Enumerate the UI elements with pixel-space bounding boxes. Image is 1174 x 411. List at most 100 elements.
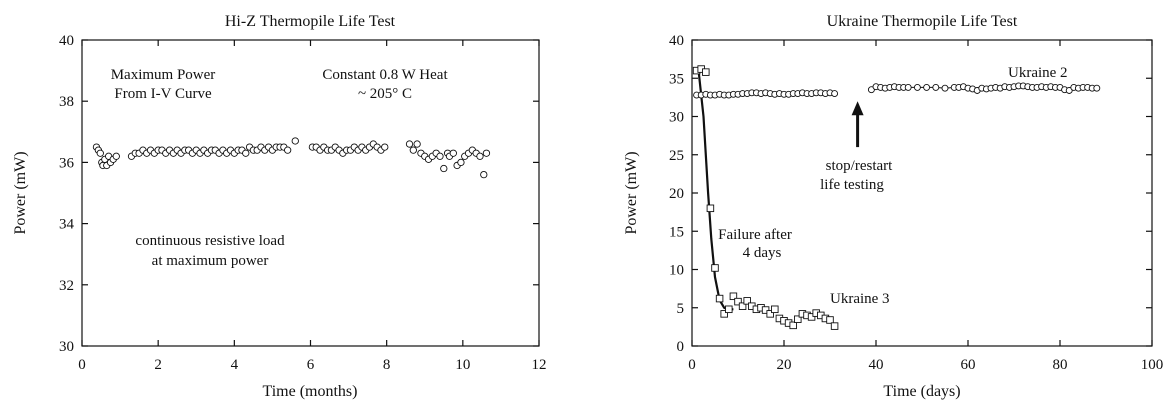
data-point-circle	[476, 152, 484, 160]
data-point-ukraine-3	[743, 297, 751, 305]
fit-curve-ukraine-3	[697, 73, 734, 311]
data-point-circle	[291, 137, 299, 145]
y-tick-label: 35	[669, 71, 684, 87]
y-tick-label: 0	[677, 339, 685, 355]
annotation-constant-heat: Constant 0.8 W Heat	[322, 67, 448, 83]
y-tick-label: 5	[677, 301, 685, 317]
y-tick-label: 30	[59, 339, 74, 355]
x-tick-label: 20	[777, 357, 792, 373]
series-label-ukraine-3: Ukraine 3	[830, 291, 890, 307]
annotation-from-iv: From I-V Curve	[114, 86, 212, 102]
x-tick-label: 10	[455, 357, 470, 373]
x-tick-label: 60	[961, 357, 976, 373]
data-point-ukraine-2	[932, 83, 940, 91]
data-point-circle	[413, 140, 421, 148]
data-point-ukraine-3	[706, 204, 715, 213]
data-point-ukraine-3	[771, 305, 779, 314]
y-tick-label: 40	[669, 33, 684, 49]
y-tick-label: 15	[669, 224, 684, 240]
y-tick-label: 30	[669, 110, 684, 126]
x-tick-label: 6	[307, 357, 315, 373]
data-point-ukraine-3	[794, 315, 802, 323]
data-point-circle	[409, 146, 417, 154]
annotation-max-power: Maximum Power	[111, 67, 216, 83]
data-point-ukraine-2	[867, 86, 875, 94]
data-point-ukraine-2	[913, 83, 921, 91]
tick-labels: 0 2 4 6 8 10 12 30 32 34 36 38 40	[59, 33, 547, 373]
chart-ukraine: Ukraine Thermopile Life Test 0 20 40 60 80 10…	[623, 13, 1163, 400]
series-label-ukraine-2: Ukraine 2	[1008, 65, 1068, 81]
x-tick-label: 12	[532, 357, 547, 373]
data-point-circle	[482, 149, 491, 157]
x-tick-label: 80	[1053, 357, 1068, 373]
annotation-temperature: ~ 205° C	[358, 86, 412, 102]
axis-ticks	[81, 39, 540, 347]
tick-labels: 0 20 40 60 80 100 0 5 10 15 20 25 30 35 40	[669, 33, 1163, 373]
series-lines	[696, 73, 1097, 311]
data-point-ukraine-3	[734, 297, 742, 306]
x-tick-label: 2	[154, 357, 162, 373]
data-point-circle	[112, 152, 120, 160]
data-point-circle	[480, 170, 488, 179]
x-axis-label: Time (months)	[263, 383, 358, 400]
annotation-resistive-load: continuous resistive load	[135, 233, 285, 249]
y-tick-label: 38	[59, 94, 74, 110]
arrow-indicator	[851, 101, 864, 148]
x-axis-label: Time (days)	[883, 383, 960, 400]
chart-title: Hi-Z Thermopile Life Test	[225, 13, 396, 30]
chart-hiz: Hi-Z Thermopile Life Test 0 2 4 6 8 10 12 30 32 3…	[12, 13, 547, 400]
data-point-ukraine-2	[923, 83, 931, 91]
data-point-ukraine-3	[826, 316, 834, 324]
y-tick-label: 36	[59, 155, 75, 171]
arrow-head	[851, 101, 864, 116]
x-tick-label: 4	[231, 357, 239, 373]
annotation-max-power-load: at maximum power	[152, 253, 269, 269]
x-tick-label: 0	[688, 357, 696, 373]
data-point-ukraine-2	[1093, 84, 1101, 92]
y-tick-label: 20	[669, 186, 684, 202]
x-tick-label: 8	[383, 357, 391, 373]
data-point-ukraine-3	[789, 321, 797, 330]
data-point-ukraine-3	[725, 305, 733, 314]
y-axis-label: Power (mW)	[623, 151, 640, 234]
data-point-ukraine-3	[711, 264, 719, 272]
y-tick-label: 34	[59, 217, 75, 233]
annotation-4-days: 4 days	[743, 245, 782, 261]
data-point-circle	[242, 149, 250, 157]
data-point-ukraine-3	[761, 306, 770, 314]
data-point-ukraine-2	[831, 90, 839, 98]
data-point-circle	[457, 158, 465, 167]
x-tick-label: 40	[869, 357, 884, 373]
data-point-circle	[96, 149, 104, 157]
data-points	[92, 137, 491, 179]
data-point-circle	[405, 140, 414, 148]
data-point-circle	[436, 152, 444, 160]
x-tick-label: 100	[1141, 357, 1164, 373]
data-point-ukraine-3	[729, 292, 738, 301]
y-tick-label: 25	[669, 148, 684, 164]
x-tick-label: 0	[78, 357, 86, 373]
data-points	[692, 65, 1101, 330]
data-point-ukraine-3	[738, 302, 747, 310]
annotation-failure-after: Failure after	[718, 227, 792, 243]
data-point-circle	[449, 149, 457, 157]
data-point-ukraine-3	[715, 294, 724, 303]
data-point-ukraine-3	[766, 310, 774, 318]
data-point-ukraine-2	[904, 83, 912, 91]
annotation-life-testing: life testing	[820, 177, 884, 193]
data-point-ukraine-2	[1065, 87, 1073, 94]
y-tick-label: 10	[669, 263, 684, 279]
y-axis-label: Power (mW)	[12, 151, 29, 234]
annotation-stop-restart: stop/restart	[826, 158, 893, 174]
data-point-circle	[283, 146, 292, 154]
data-point-circle	[440, 164, 448, 173]
chart-title: Ukraine Thermopile Life Test	[827, 13, 1018, 30]
data-point-ukraine-3	[807, 313, 816, 321]
y-tick-label: 40	[59, 33, 74, 49]
data-point-ukraine-3	[720, 310, 728, 318]
axis-ticks	[691, 39, 1153, 347]
data-point-ukraine-2	[941, 84, 949, 92]
data-point-ukraine-3	[830, 322, 839, 330]
